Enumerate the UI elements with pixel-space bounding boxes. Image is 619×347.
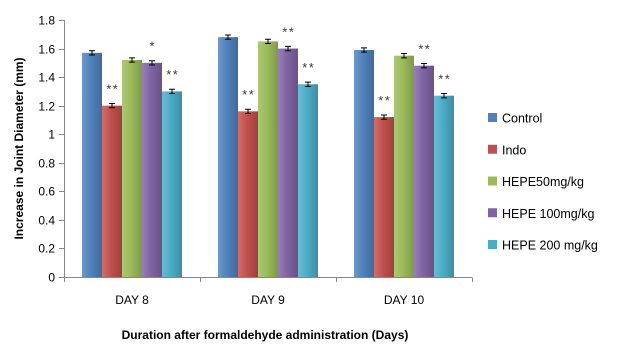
bar-control-day-10: [354, 50, 374, 277]
bar-hepe50mg-kg-day-9: [258, 41, 278, 277]
significance-marker: **: [418, 42, 431, 57]
significance-marker: **: [166, 67, 179, 82]
bar-hepe-200-mg-kg-day-9: [298, 84, 318, 277]
x-category-label: DAY 8: [115, 293, 149, 307]
y-tick-label: 0: [48, 271, 55, 285]
y-tick-label: 0.4: [38, 214, 55, 228]
y-tick-label: 1.6: [38, 43, 55, 57]
legend-item-control: Control: [488, 112, 542, 126]
bar-hepe-200-mg-kg-day-8: [162, 91, 182, 277]
bar-hepe50mg-kg-day-10: [394, 56, 414, 277]
y-axis-title: Increase in Joint Diameter (mm): [12, 57, 26, 239]
bar-hepe-100mg-kg-day-10: [414, 66, 434, 277]
legend-swatch: [488, 145, 497, 154]
bar-hepe-100mg-kg-day-8: [142, 63, 162, 277]
legend-swatch: [488, 113, 497, 122]
bar-hepe50mg-kg-day-8: [122, 60, 142, 277]
bar-hepe-200-mg-kg-day-10: [434, 96, 454, 277]
significance-marker: **: [106, 82, 119, 97]
x-category-label: DAY 10: [384, 293, 425, 307]
significance-marker: **: [438, 72, 451, 87]
significance-marker: **: [282, 24, 295, 39]
bar-control-day-9: [218, 37, 238, 277]
bar-indo-day-9: [238, 111, 258, 277]
y-tick-label: 1.8: [38, 14, 55, 28]
x-axis-title: Duration after formaldehyde administrati…: [122, 328, 409, 342]
y-tick-label: 1.4: [38, 71, 55, 85]
legend-item-indo: Indo: [488, 143, 526, 157]
legend-swatch: [488, 240, 497, 249]
y-tick-label: 0.6: [38, 185, 55, 199]
bar-indo-day-10: [374, 117, 394, 277]
legend-item-hepe-200-mg-kg: HEPE 200 mg/kg: [488, 239, 598, 253]
y-tick-label: 0.8: [38, 157, 55, 171]
significance-marker: **: [302, 60, 315, 75]
significance-marker: **: [378, 93, 391, 108]
bar-hepe-100mg-kg-day-9: [278, 49, 298, 277]
legend-swatch: [488, 208, 497, 217]
legend-label: HEPE50mg/kg: [502, 175, 584, 189]
legend-swatch: [488, 177, 497, 186]
legend-label: Indo: [502, 143, 526, 157]
significance-marker: **: [242, 87, 255, 102]
legend-item-hepe50mg-kg: HEPE50mg/kg: [488, 175, 584, 189]
legend-label: Control: [502, 112, 542, 126]
legend-label: HEPE 200 mg/kg: [502, 239, 598, 253]
y-tick-label: 0.2: [38, 242, 55, 256]
legend-label: HEPE 100mg/kg: [502, 207, 594, 221]
plot-area: *****************: [82, 24, 454, 277]
legend: Control Indo HEPE50mg/kg HEPE 100mg/kg HEPE …: [488, 112, 598, 253]
y-tick-label: 1.2: [38, 100, 55, 114]
significance-marker: *: [149, 39, 156, 54]
bar-control-day-8: [82, 53, 102, 277]
y-tick-label: 1: [48, 128, 55, 142]
x-category-label: DAY 9: [251, 293, 285, 307]
legend-item-hepe-100mg-kg: HEPE 100mg/kg: [488, 207, 594, 221]
bar-indo-day-8: [102, 106, 122, 277]
